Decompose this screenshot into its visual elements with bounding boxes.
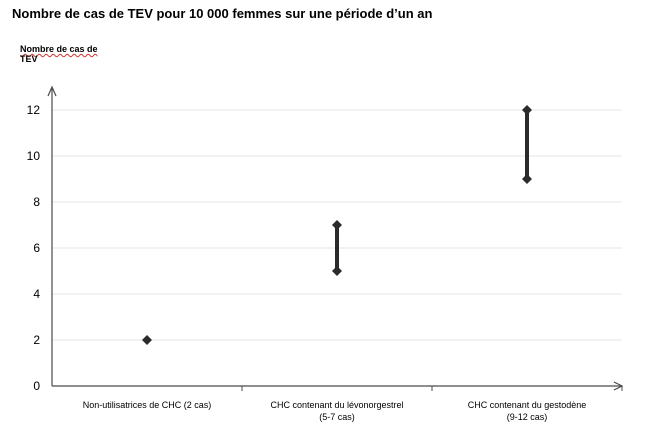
y-axis-label-line-1: Nombre de cas de bbox=[20, 44, 98, 54]
point-marker bbox=[142, 335, 152, 345]
range-high-marker bbox=[522, 105, 532, 115]
range-low-marker bbox=[522, 174, 532, 184]
range-high-marker bbox=[332, 220, 342, 230]
y-tick-label: 6 bbox=[33, 241, 40, 255]
x-category-label: CHC contenant du lévonorgestrel bbox=[270, 400, 403, 410]
y-tick-label: 0 bbox=[33, 379, 40, 393]
y-tick-label: 4 bbox=[33, 287, 40, 301]
x-category-label: CHC contenant du gestodène bbox=[468, 400, 587, 410]
y-tick-label: 12 bbox=[27, 103, 41, 117]
y-axis-arrow bbox=[47, 85, 57, 97]
y-tick-label: 8 bbox=[33, 195, 40, 209]
range-low-marker bbox=[332, 266, 342, 276]
y-axis-label: Nombre de cas de TEV bbox=[20, 44, 110, 64]
y-axis-label-line-2: TEV bbox=[20, 54, 38, 64]
chart-title: Nombre de cas de TEV pour 10 000 femmes … bbox=[12, 6, 433, 21]
x-category-label: (5-7 cas) bbox=[319, 412, 355, 422]
y-tick-label: 10 bbox=[27, 149, 41, 163]
x-category-label: (9-12 cas) bbox=[507, 412, 548, 422]
x-category-label: Non-utilisatrices de CHC (2 cas) bbox=[83, 400, 212, 410]
y-tick-label: 2 bbox=[33, 333, 40, 347]
